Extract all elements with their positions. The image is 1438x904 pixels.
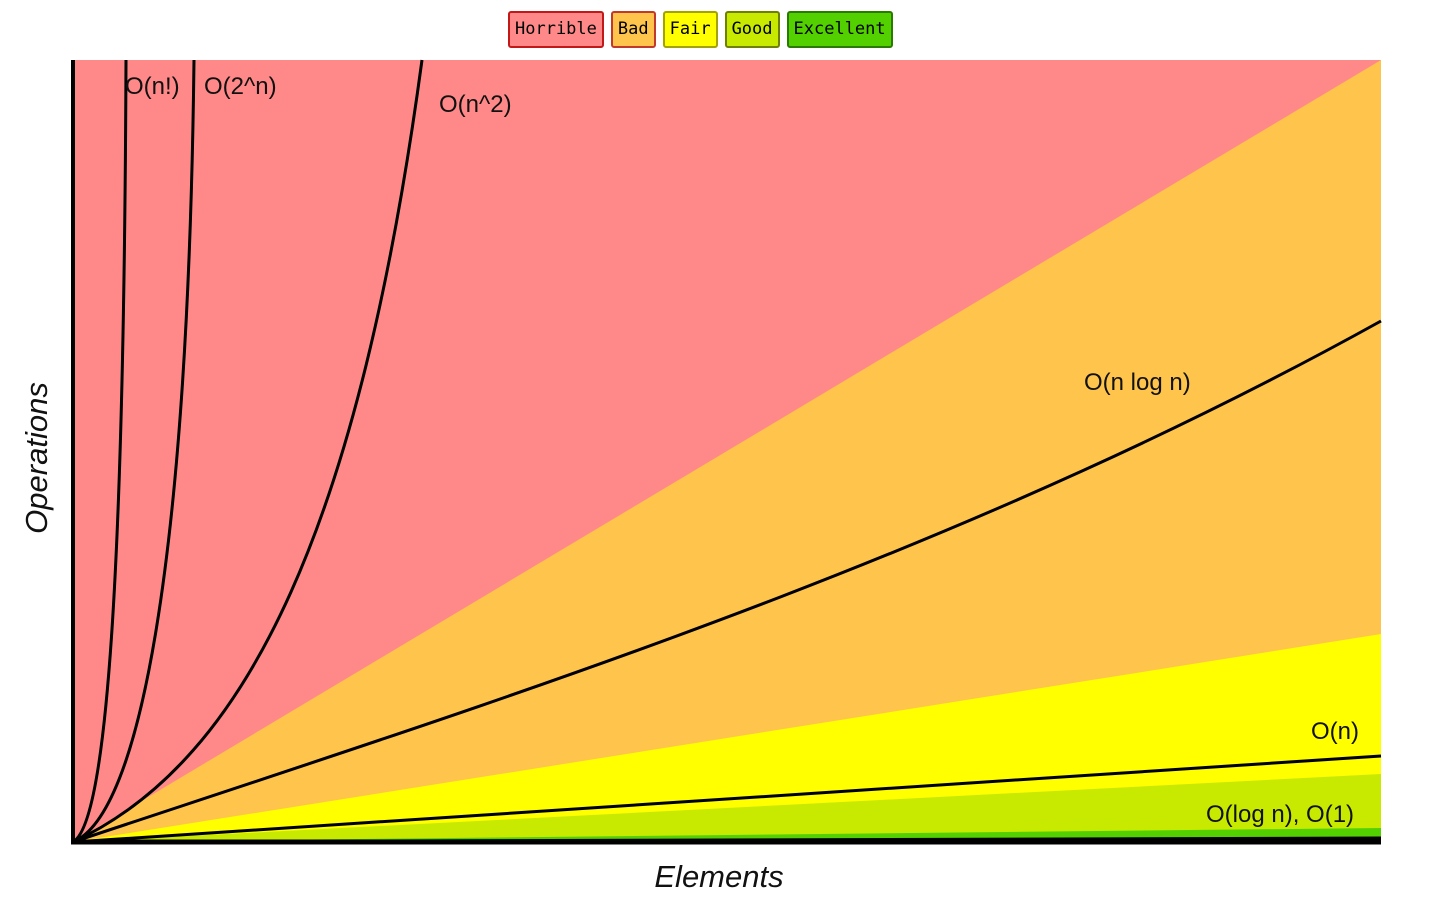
label-factorial: O(n!) bbox=[125, 73, 180, 100]
label-linearithmic: O(n log n) bbox=[1084, 369, 1191, 396]
chart-axes bbox=[71, 60, 1381, 845]
region-good bbox=[73, 774, 1381, 842]
complexity-regions bbox=[73, 60, 1381, 842]
label-log-constant: O(log n), O(1) bbox=[1206, 801, 1354, 828]
curve-factorial bbox=[72, 59, 128, 844]
legend-item-fair: Fair bbox=[662, 11, 718, 48]
label-quadratic: O(n^2) bbox=[439, 91, 512, 118]
legend-item-good: Good bbox=[724, 11, 780, 48]
curve-exponential bbox=[72, 59, 196, 844]
curve-quadratic bbox=[72, 59, 424, 844]
label-linear: O(n) bbox=[1311, 718, 1359, 745]
curve-linearithmic bbox=[72, 319, 1382, 844]
label-exponential: O(2^n) bbox=[204, 73, 277, 100]
curve-labels: O(n!) O(2^n) O(n^2) O(n log n) O(n) O(lo… bbox=[125, 73, 1359, 828]
legend-item-horrible: Horrible bbox=[508, 11, 604, 48]
x-axis-title: Elements bbox=[654, 859, 783, 894]
y-axis-title: Operations bbox=[19, 382, 54, 534]
chart-legend: Horrible Bad Fair Good Excellent bbox=[508, 11, 893, 48]
curve-linear bbox=[72, 754, 1382, 844]
region-bad bbox=[73, 60, 1381, 842]
legend-item-excellent: Excellent bbox=[786, 11, 893, 48]
legend-item-bad: Bad bbox=[610, 11, 656, 48]
region-fair bbox=[73, 634, 1381, 842]
